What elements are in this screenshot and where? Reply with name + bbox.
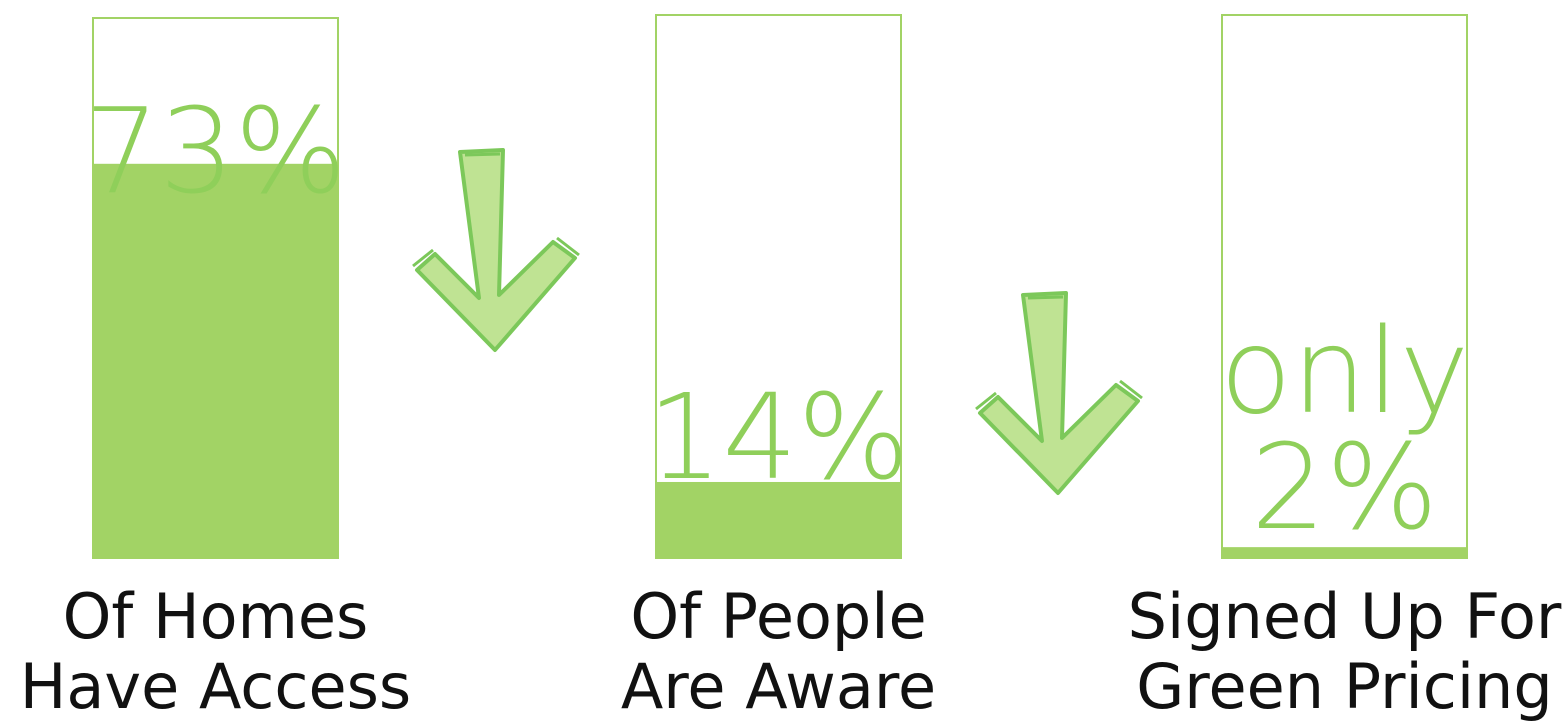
bar [93, 163, 338, 559]
category-label: Are Aware [621, 650, 936, 721]
category-label: Of People [630, 580, 926, 653]
category-label: Have Access [20, 650, 411, 721]
data-label: 73% [84, 82, 346, 220]
arrow-down-icon [974, 291, 1144, 495]
data-label: 2% [1251, 418, 1438, 556]
data-label: only [1220, 302, 1470, 440]
category-label: Signed Up For [1128, 580, 1562, 653]
category-label: Of Homes [63, 580, 369, 653]
arrow-down-icon [411, 148, 581, 352]
category-label: Green Pricing [1136, 650, 1552, 721]
bar [1222, 547, 1467, 558]
data-label: 14% [647, 368, 909, 506]
bars-layer [92, 14, 1468, 559]
bar [656, 481, 901, 558]
